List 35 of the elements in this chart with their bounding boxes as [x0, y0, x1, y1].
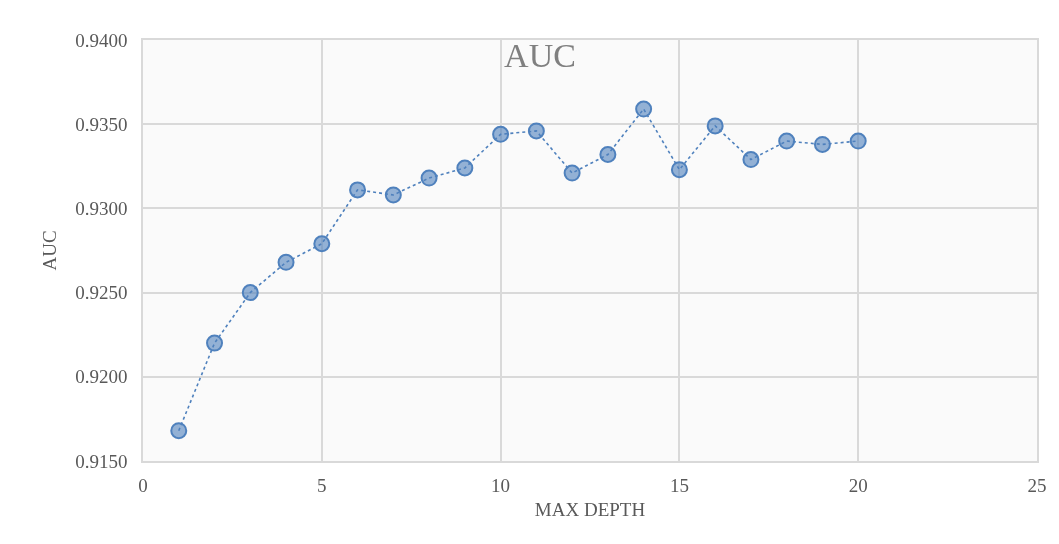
- x-tick-label: 20: [848, 474, 868, 496]
- point: [849, 132, 867, 150]
- point: [635, 100, 653, 118]
- point: [706, 117, 724, 135]
- x-tick-label: 0: [138, 474, 148, 496]
- x-tick-label: 5: [317, 474, 327, 496]
- y-tick-label: 0.9250: [75, 282, 128, 304]
- point: [241, 284, 259, 302]
- point: [206, 334, 224, 352]
- point: [527, 122, 545, 140]
- point: [170, 422, 188, 440]
- point: [492, 125, 510, 143]
- y-tick-label: 0.9350: [75, 113, 128, 135]
- y-tick-label: 0.9200: [75, 366, 128, 388]
- point: [742, 151, 760, 169]
- point: [563, 164, 581, 182]
- y-axis-title: AUC: [38, 230, 60, 271]
- point: [778, 132, 796, 150]
- point: [420, 169, 438, 187]
- x-tick-label: 15: [669, 474, 689, 496]
- y-tick-label: 0.9150: [75, 450, 128, 472]
- point: [456, 159, 474, 177]
- x-axis-title: MAX DEPTH: [534, 498, 646, 520]
- y-tick-label: 0.9300: [75, 198, 128, 220]
- point: [670, 161, 688, 179]
- point: [313, 235, 331, 253]
- y-tick-label: 0.9400: [75, 29, 128, 51]
- point: [384, 186, 402, 204]
- point: [599, 146, 617, 163]
- chart-title: AUC: [504, 36, 576, 74]
- point: [349, 181, 367, 199]
- x-tick-label: 10: [491, 474, 511, 496]
- point: [813, 135, 831, 153]
- point: [277, 253, 295, 271]
- x-tick-label: 25: [1027, 474, 1047, 496]
